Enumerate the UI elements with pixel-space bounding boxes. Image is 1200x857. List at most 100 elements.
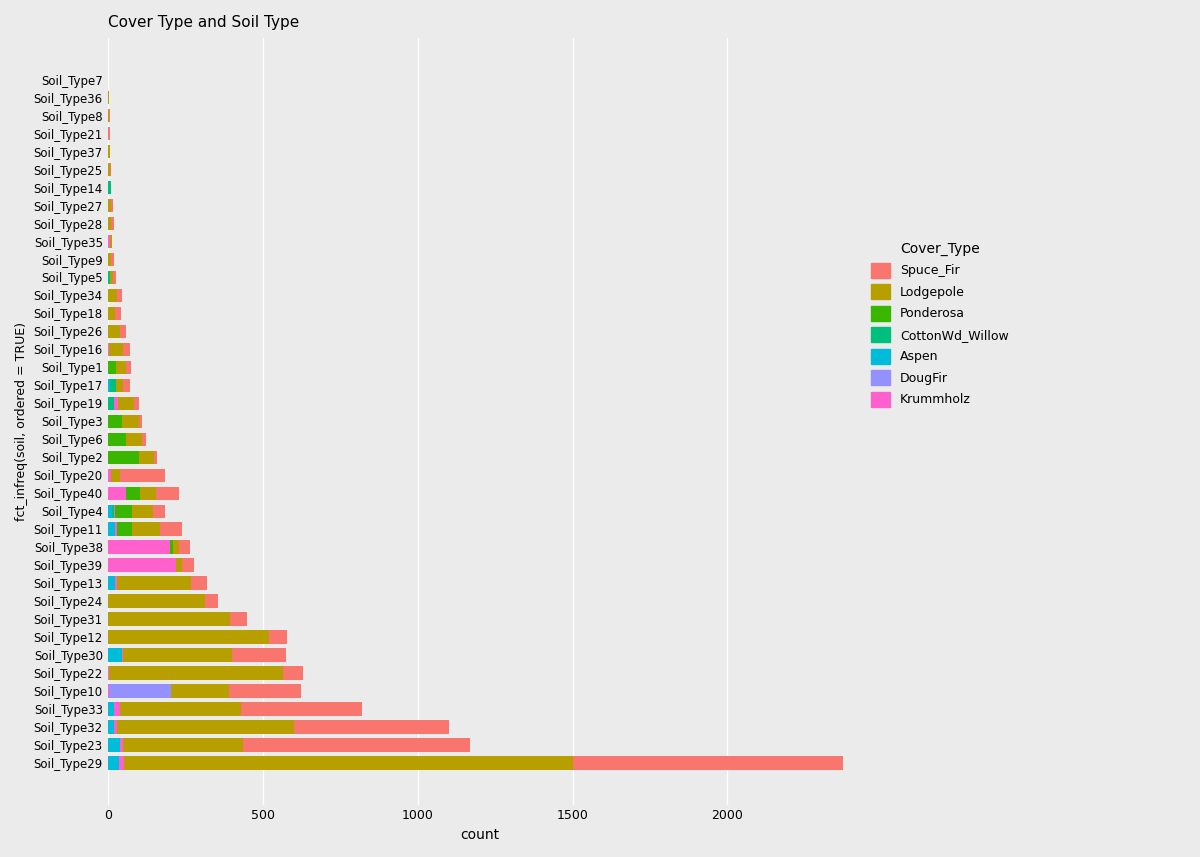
Bar xyxy=(115,505,132,518)
Bar xyxy=(108,720,114,734)
Bar xyxy=(108,523,115,536)
Bar xyxy=(108,235,110,249)
Bar xyxy=(116,577,191,590)
Bar xyxy=(108,163,110,177)
Bar xyxy=(110,469,120,482)
Bar xyxy=(139,451,154,464)
Bar xyxy=(109,343,124,357)
Bar xyxy=(108,325,120,339)
Bar xyxy=(112,253,114,267)
Bar xyxy=(108,631,269,644)
Bar xyxy=(120,738,122,752)
Bar xyxy=(108,613,230,626)
Bar xyxy=(108,199,110,213)
Bar xyxy=(119,397,133,411)
Bar xyxy=(126,433,142,446)
Bar xyxy=(269,631,288,644)
Bar xyxy=(172,685,228,698)
Bar xyxy=(124,343,130,357)
Bar xyxy=(108,487,126,500)
Text: Cover Type and Soil Type: Cover Type and Soil Type xyxy=(108,15,299,30)
Bar xyxy=(232,649,286,662)
Bar xyxy=(108,469,110,482)
Bar xyxy=(114,720,116,734)
Bar xyxy=(113,271,116,285)
Bar xyxy=(108,91,109,105)
Bar xyxy=(120,703,241,716)
Bar xyxy=(109,685,172,698)
Bar xyxy=(169,541,173,554)
Bar xyxy=(108,415,121,428)
Bar xyxy=(124,649,232,662)
Bar xyxy=(114,505,115,518)
Bar xyxy=(124,756,574,770)
Bar xyxy=(108,127,110,141)
Bar xyxy=(182,559,194,572)
Bar xyxy=(108,649,121,662)
Bar xyxy=(122,738,244,752)
Bar xyxy=(108,253,112,267)
Bar xyxy=(108,703,114,716)
Bar xyxy=(108,181,112,195)
Bar xyxy=(108,343,109,357)
Bar xyxy=(108,756,119,770)
Bar xyxy=(191,577,206,590)
Bar xyxy=(120,469,164,482)
Bar xyxy=(108,217,112,231)
Bar xyxy=(108,289,116,303)
Bar xyxy=(139,415,143,428)
Bar xyxy=(108,307,115,321)
Bar xyxy=(110,271,113,285)
Bar xyxy=(108,738,120,752)
Bar xyxy=(115,577,116,590)
Bar xyxy=(283,667,302,680)
Bar xyxy=(121,415,139,428)
Bar xyxy=(114,703,120,716)
Bar xyxy=(116,720,294,734)
Bar xyxy=(108,271,110,285)
Bar xyxy=(113,505,114,518)
Bar xyxy=(108,433,126,446)
Legend: Spuce_Fir, Lodgepole, Ponderosa, CottonWd_Willow, Aspen, DougFir, Krummholz: Spuce_Fir, Lodgepole, Ponderosa, CottonW… xyxy=(865,236,1015,413)
Bar xyxy=(108,577,115,590)
Bar xyxy=(124,379,131,393)
Y-axis label: fct_infreq(soil, ordered = TRUE): fct_infreq(soil, ordered = TRUE) xyxy=(14,322,28,521)
Bar xyxy=(173,541,179,554)
Bar xyxy=(112,217,114,231)
Bar xyxy=(109,667,283,680)
Bar xyxy=(121,649,124,662)
Bar xyxy=(205,595,217,608)
Bar xyxy=(179,541,190,554)
Bar xyxy=(152,505,164,518)
Bar xyxy=(115,379,124,393)
Bar xyxy=(154,451,157,464)
Bar xyxy=(108,145,109,159)
Bar xyxy=(116,289,121,303)
Bar xyxy=(108,361,116,375)
Bar xyxy=(108,379,110,393)
Bar xyxy=(108,505,113,518)
Bar xyxy=(132,505,152,518)
Bar xyxy=(116,523,132,536)
Bar xyxy=(244,738,469,752)
Bar xyxy=(126,487,140,500)
Bar xyxy=(115,307,121,321)
Bar xyxy=(108,595,205,608)
Bar xyxy=(126,361,131,375)
Bar xyxy=(140,487,156,500)
Bar xyxy=(110,235,112,249)
Bar xyxy=(108,559,176,572)
Bar xyxy=(132,523,161,536)
Bar xyxy=(156,487,179,500)
Bar xyxy=(115,523,116,536)
Bar xyxy=(230,613,247,626)
Bar xyxy=(161,523,182,536)
Bar xyxy=(133,397,139,411)
Bar xyxy=(142,433,146,446)
Bar xyxy=(110,199,113,213)
Bar xyxy=(116,361,126,375)
Bar xyxy=(108,109,109,123)
X-axis label: count: count xyxy=(460,828,499,842)
Bar xyxy=(176,559,182,572)
Bar xyxy=(108,685,109,698)
